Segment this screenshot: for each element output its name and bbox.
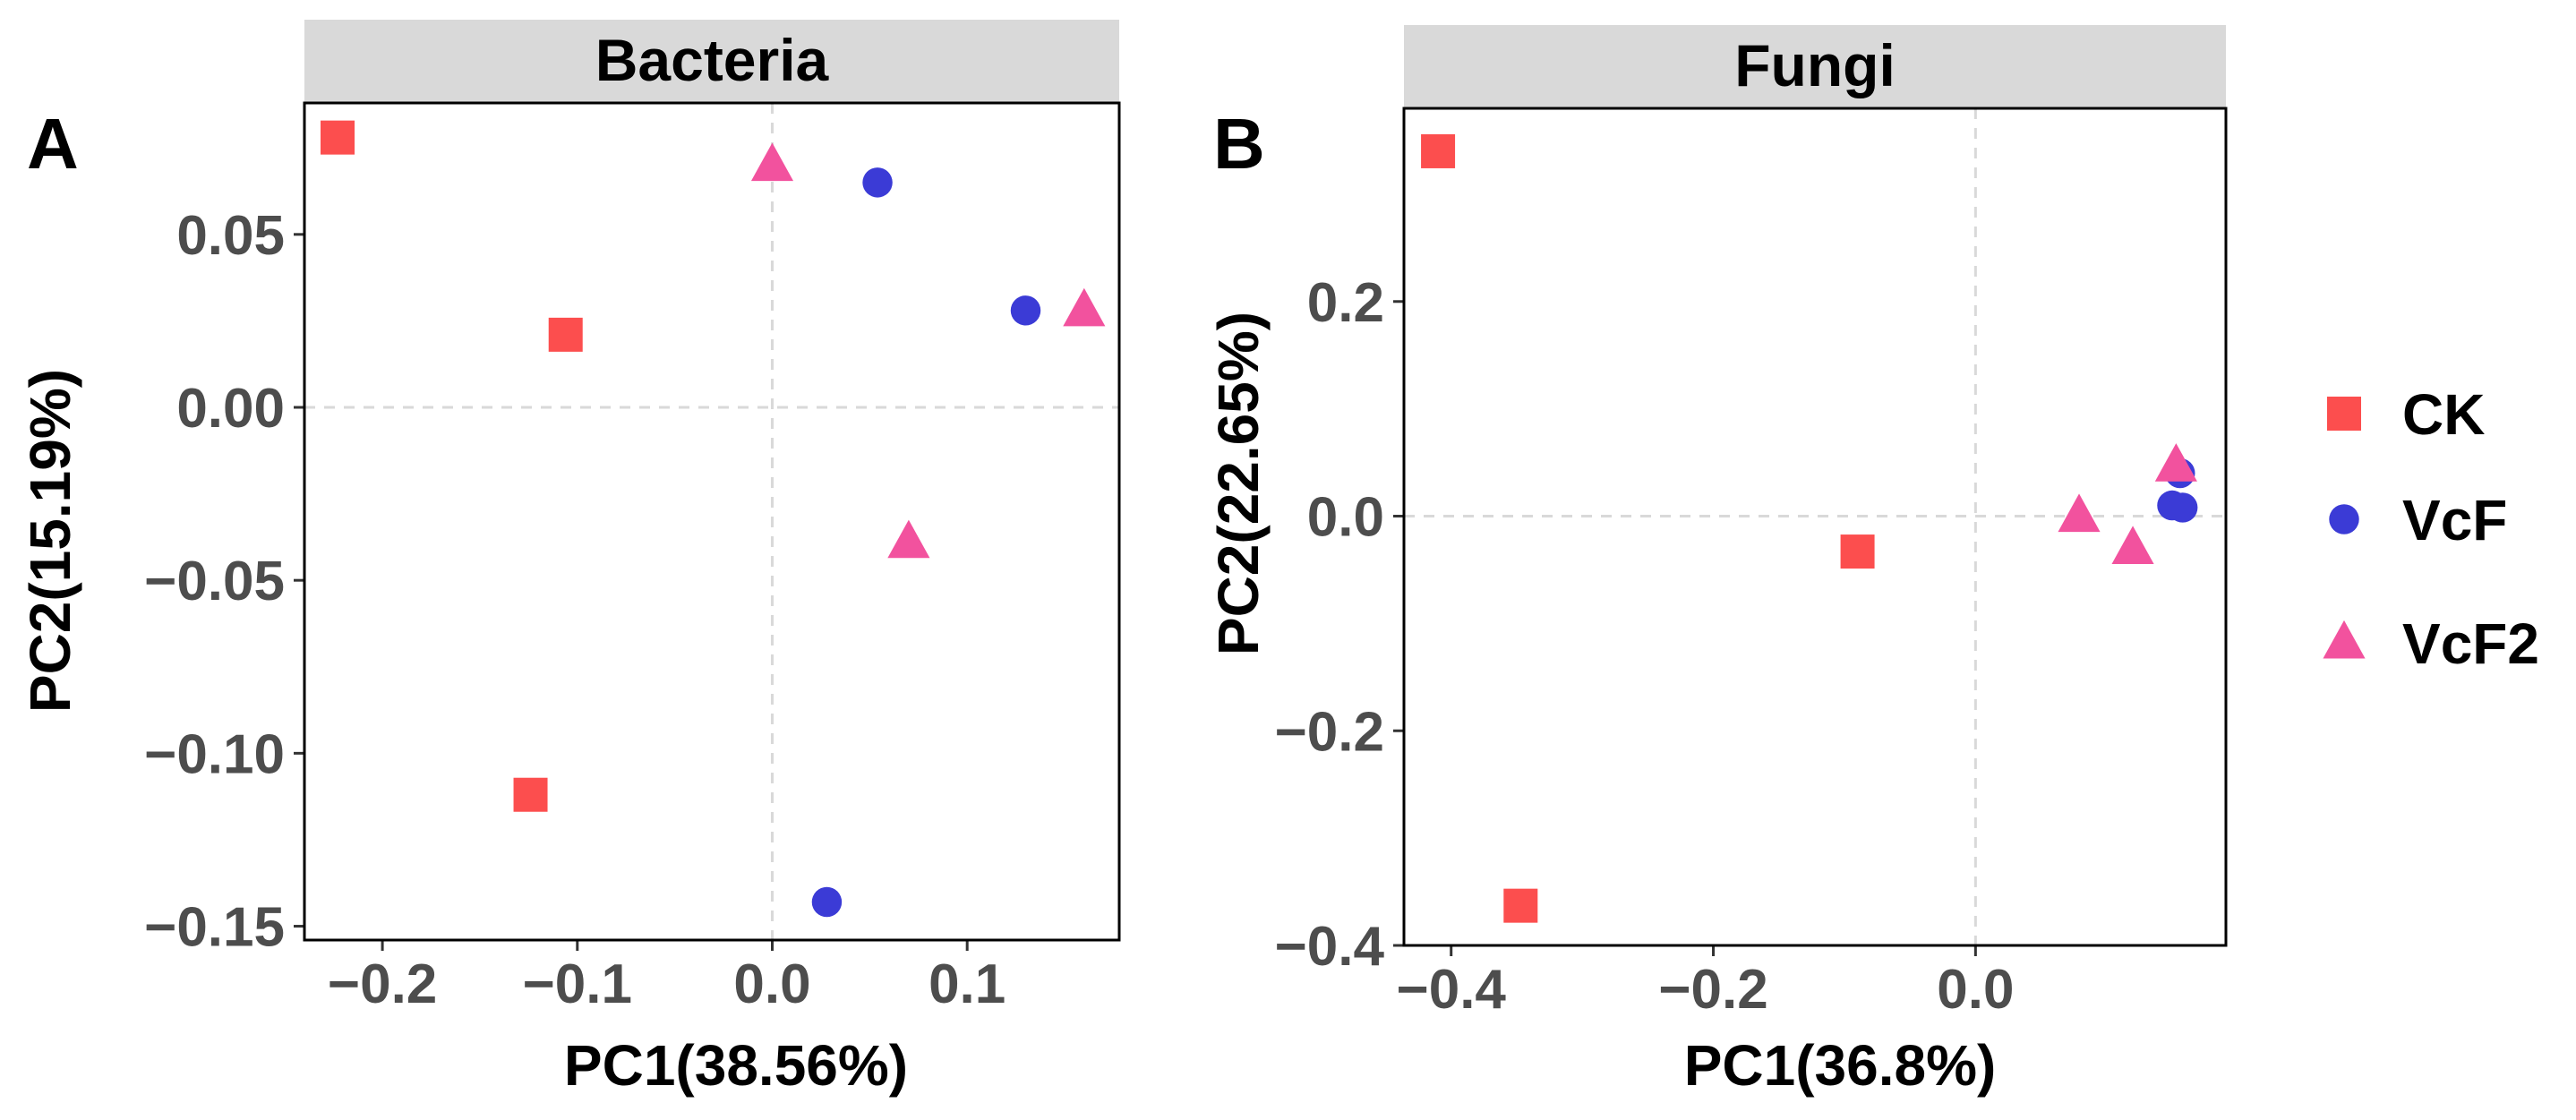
legend-label-vcf: VcF [2402,488,2507,552]
panel-bacteria: Bacteria A −0.2 −0.1 0.0 0.10.050.00−0.05−0… [18,20,1121,1098]
legend-marker-vcf [2329,504,2359,534]
point-vcf-bacteria [1010,295,1041,326]
x-tick-label-bacteria: 0.1 [929,953,1006,1015]
y-tick-label-bacteria: −0.10 [144,723,285,785]
x-tick-label-fungi: −0.4 [1397,959,1507,1021]
strip-title-fungi: Fungi [1734,32,1896,98]
x-tick-label-bacteria: 0.0 [733,953,810,1015]
point-ck-bacteria [321,120,355,155]
point-vcf2-bacteria [887,519,930,559]
x-tick-label-fungi: 0.0 [1937,959,2014,1021]
point-vcf2-fungi [2058,493,2101,533]
x-tick-label-bacteria: −0.1 [523,953,632,1015]
point-vcf2-fungi [2154,443,2197,482]
strip-bacteria [304,20,1119,103]
point-vcf-bacteria [862,167,893,198]
point-vcf-bacteria [811,886,843,918]
plot-frame-fungi [1402,107,2228,947]
legend-label-ck: CK [2402,382,2485,447]
x-axis-title-fungi: PC1(36.8%) [1684,1033,1997,1098]
x-tick-label-fungi: −0.2 [1658,959,1767,1021]
point-ck-fungi [1503,888,1538,923]
point-vcf2-fungi [2111,526,2154,565]
x-tick-label-bacteria: −0.2 [328,953,437,1015]
y-tick-label-bacteria: 0.00 [176,378,285,440]
point-vcf-fungi [2167,492,2198,523]
plot-frame-bacteria [303,101,1121,942]
panel-fungi: Fungi B −0.4 −0.2 0.0 0.2 0.0 −0.2 −0.4 PC1(36… [1206,25,2228,1098]
point-ck-fungi [1840,534,1875,569]
point-vcf2-bacteria [750,142,794,182]
y-tick-label-fungi: −0.4 [1275,916,1385,978]
y-axis-title-bacteria: PC2(15.19%) [18,369,82,713]
y-tick-label-fungi: 0.0 [1307,487,1384,549]
plot-area-bacteria: −0.2 −0.1 0.0 0.1 0.05 0.00 −0.05 −0.10 −0.15 [144,103,1119,1015]
point-ck-fungi [1421,133,1456,168]
plot-area-fungi: −0.4 −0.2 0.0 0.2 0.0 −0.2 −0.4 [1275,108,2226,1021]
point-ck-bacteria [548,317,583,352]
panel-label-b: B [1213,104,1265,184]
y-tick-label-fungi: −0.2 [1275,701,1384,763]
point-vcf2-bacteria [1063,287,1106,327]
y-tick-label-fungi: 0.2 [1307,272,1384,334]
legend-label-vcf2: VcF2 [2402,611,2539,676]
panel-label-a: A [27,104,79,184]
point-ck-bacteria [513,777,548,812]
strip-title-bacteria: Bacteria [595,27,830,93]
x-axis-title-bacteria: PC1(38.56%) [564,1033,908,1098]
strip-fungi [1404,25,2226,108]
legend: CK VcF VcF2 [2323,382,2539,676]
y-tick-label-bacteria: −0.15 [144,897,285,959]
y-axis-title-fungi: PC2(22.65%) [1206,312,1271,655]
y-tick-label-bacteria: 0.05 [176,205,285,267]
legend-marker-ck [2327,397,2361,431]
y-tick-label-bacteria: −0.05 [144,551,285,612]
legend-marker-vcf2 [2323,620,2366,659]
